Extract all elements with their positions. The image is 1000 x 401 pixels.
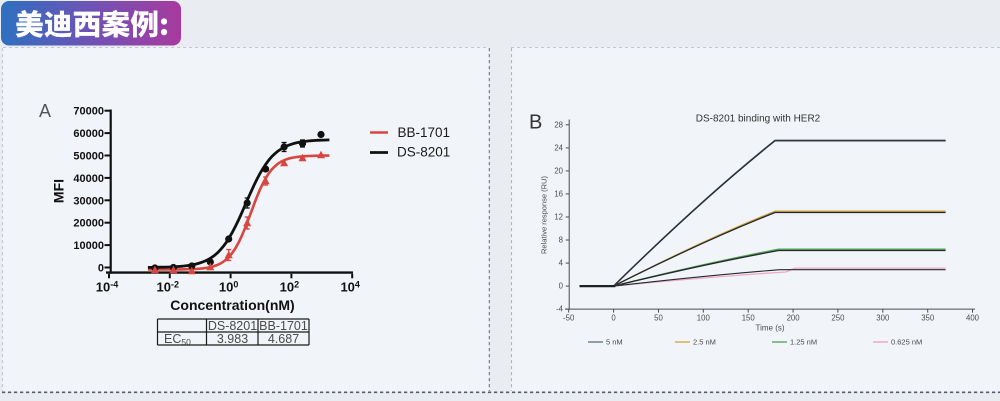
svg-text:0: 0	[611, 314, 616, 323]
svg-text:-4: -4	[556, 305, 564, 314]
svg-text:4.687: 4.687	[268, 332, 299, 346]
svg-text:300: 300	[876, 314, 890, 323]
svg-text:3.983: 3.983	[217, 332, 248, 346]
svg-text:60000: 60000	[73, 128, 104, 140]
svg-text:28: 28	[554, 120, 563, 129]
svg-text:B: B	[529, 112, 542, 134]
svg-text:20: 20	[554, 167, 563, 176]
svg-text:50000: 50000	[73, 151, 104, 163]
svg-text:DS-8201: DS-8201	[208, 319, 257, 333]
svg-text:Concentration(nM): Concentration(nM)	[170, 297, 294, 313]
svg-text:24: 24	[554, 144, 563, 153]
svg-text:40000: 40000	[73, 173, 104, 185]
svg-text:70000: 70000	[73, 106, 104, 118]
svg-text:16: 16	[554, 190, 563, 199]
svg-text:5 nM: 5 nM	[606, 338, 623, 347]
svg-text:DS-8201 binding with HER2: DS-8201 binding with HER2	[696, 114, 821, 125]
svg-text:Relative response (RU): Relative response (RU)	[540, 176, 549, 254]
svg-text:2.5 nM: 2.5 nM	[693, 338, 716, 347]
svg-text:100: 100	[697, 314, 711, 323]
svg-text:400: 400	[966, 314, 980, 323]
svg-text:A: A	[39, 101, 51, 121]
svg-text:BB-1701: BB-1701	[259, 319, 308, 333]
svg-text:1.25 nM: 1.25 nM	[790, 338, 817, 347]
svg-text:Time (s): Time (s)	[755, 324, 784, 333]
svg-text:0: 0	[559, 282, 564, 291]
svg-text:-50: -50	[563, 314, 575, 323]
svg-text:BB-1701: BB-1701	[398, 125, 451, 140]
svg-text:4: 4	[559, 259, 564, 268]
svg-text:200: 200	[787, 314, 801, 323]
svg-text:8: 8	[559, 236, 563, 245]
svg-text:0: 0	[98, 263, 104, 275]
svg-text:10000: 10000	[73, 240, 104, 252]
svg-text:DS-8201: DS-8201	[397, 144, 450, 159]
svg-text:30000: 30000	[73, 195, 104, 207]
svg-text:50: 50	[654, 314, 663, 323]
svg-text:0.625 nM: 0.625 nM	[891, 338, 922, 347]
svg-text:12: 12	[554, 213, 563, 222]
svg-text:250: 250	[831, 314, 845, 323]
svg-text:MFI: MFI	[51, 179, 67, 203]
svg-text:150: 150	[742, 314, 756, 323]
svg-text:350: 350	[921, 314, 935, 323]
svg-text:20000: 20000	[73, 218, 104, 230]
